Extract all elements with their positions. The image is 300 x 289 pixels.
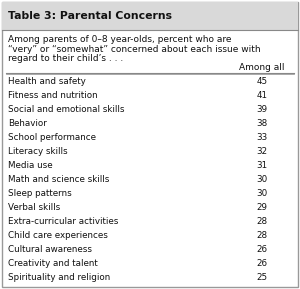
- Text: Spirituality and religion: Spirituality and religion: [8, 273, 110, 281]
- Text: 41: 41: [256, 91, 268, 100]
- Text: Math and science skills: Math and science skills: [8, 175, 109, 184]
- Text: Fitness and nutrition: Fitness and nutrition: [8, 91, 97, 100]
- Text: 45: 45: [256, 77, 268, 86]
- Text: 30: 30: [256, 189, 268, 198]
- Text: Among parents of 0–8 year-olds, percent who are: Among parents of 0–8 year-olds, percent …: [8, 35, 232, 44]
- Text: Cultural awareness: Cultural awareness: [8, 244, 92, 253]
- Text: 26: 26: [256, 244, 268, 253]
- Text: School performance: School performance: [8, 133, 96, 142]
- Text: Social and emotional skills: Social and emotional skills: [8, 105, 124, 114]
- Text: Extra-curricular activities: Extra-curricular activities: [8, 217, 118, 226]
- Text: 25: 25: [256, 273, 268, 281]
- Text: Behavior: Behavior: [8, 119, 47, 128]
- Text: Health and safety: Health and safety: [8, 77, 86, 86]
- Text: Table 3: Parental Concerns: Table 3: Parental Concerns: [8, 11, 172, 21]
- Text: Child care experiences: Child care experiences: [8, 231, 108, 240]
- Text: 28: 28: [256, 217, 268, 226]
- Text: 31: 31: [256, 161, 268, 170]
- Text: 38: 38: [256, 119, 268, 128]
- Text: regard to their child’s . . .: regard to their child’s . . .: [8, 54, 123, 63]
- Text: 28: 28: [256, 231, 268, 240]
- Text: 30: 30: [256, 175, 268, 184]
- Text: 26: 26: [256, 259, 268, 268]
- Text: 29: 29: [256, 203, 268, 212]
- Text: 39: 39: [256, 105, 268, 114]
- Text: Verbal skills: Verbal skills: [8, 203, 60, 212]
- Text: Literacy skills: Literacy skills: [8, 147, 68, 156]
- Text: 32: 32: [256, 147, 268, 156]
- Bar: [2, 2, 298, 30]
- Text: 33: 33: [256, 133, 268, 142]
- Text: “very” or “somewhat” concerned about each issue with: “very” or “somewhat” concerned about eac…: [8, 45, 261, 53]
- Text: Among all: Among all: [239, 62, 285, 71]
- Text: Creativity and talent: Creativity and talent: [8, 259, 98, 268]
- Text: Sleep patterns: Sleep patterns: [8, 189, 72, 198]
- Text: Media use: Media use: [8, 161, 52, 170]
